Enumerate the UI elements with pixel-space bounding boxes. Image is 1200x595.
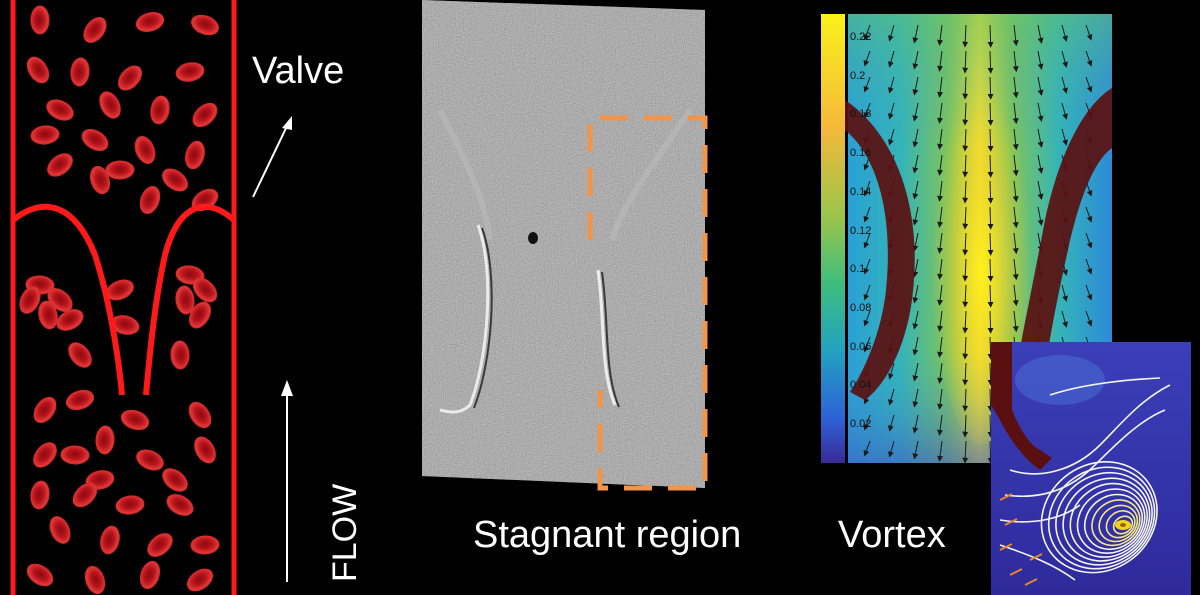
red-blood-cell	[95, 425, 115, 455]
red-blood-cell	[192, 102, 218, 128]
red-blood-cell	[19, 286, 41, 314]
valve-label: Valve	[252, 50, 345, 92]
red-blood-cell	[99, 91, 121, 119]
valve-arrow	[252, 116, 292, 198]
red-blood-cell	[117, 65, 143, 91]
red-blood-cell	[186, 568, 214, 592]
red-blood-cell	[139, 185, 161, 215]
red-blood-cell	[30, 480, 50, 510]
red-blood-cell	[60, 445, 90, 465]
leaflet-right-gray	[596, 269, 617, 406]
red-blood-cell	[192, 277, 218, 303]
red-blood-cell	[70, 57, 90, 87]
red-blood-cell	[65, 389, 95, 411]
red-blood-cell	[89, 165, 111, 195]
red-blood-cell	[30, 5, 50, 35]
valve-leaflet-left	[11, 203, 125, 396]
red-blood-cell	[105, 160, 135, 180]
red-blood-cell	[84, 565, 106, 595]
colorbar-tick: 0.12	[850, 224, 872, 237]
leaflet-left-gray	[439, 224, 490, 414]
arrows	[252, 116, 293, 582]
vessel-schematic	[10, 0, 237, 595]
red-blood-cell	[136, 449, 164, 471]
red-blood-cell	[139, 560, 161, 590]
colorbar-tick: 0.08	[850, 301, 872, 314]
flow-arrow	[281, 380, 293, 582]
red-blood-cell	[38, 300, 58, 330]
red-blood-cell	[191, 14, 219, 36]
red-blood-cell	[194, 436, 216, 464]
colorbar-tick: 0.04	[850, 379, 872, 392]
red-blood-cell	[26, 56, 50, 84]
colorbar-tick: 0.18	[850, 108, 872, 121]
red-blood-cell	[68, 342, 92, 368]
red-blood-cell	[147, 533, 173, 557]
red-blood-cell	[134, 136, 156, 164]
red-blood-cell	[30, 125, 60, 145]
leaflet-left-field	[845, 100, 915, 400]
red-blood-cell	[188, 401, 212, 429]
red-blood-cell	[56, 309, 84, 331]
red-blood-cell	[47, 153, 73, 177]
red-blood-cell	[135, 12, 165, 32]
red-blood-cell	[170, 340, 190, 370]
colorbar	[821, 14, 845, 463]
vortex-inset	[991, 342, 1191, 595]
red-blood-cell	[150, 95, 170, 125]
red-blood-cell	[162, 468, 188, 492]
red-blood-cell	[189, 301, 211, 329]
vortex-label: Vortex	[838, 514, 946, 556]
stagnant-region-label: Stagnant region	[473, 514, 742, 556]
colorbar-tick: 0.06	[850, 340, 872, 353]
stagnant-region-box	[587, 115, 708, 491]
red-blood-cell	[49, 516, 71, 544]
colorbar-tick: 0.14	[850, 185, 872, 198]
red-blood-cell	[161, 168, 189, 192]
particle	[528, 232, 538, 244]
red-blood-cell	[175, 62, 205, 82]
red-blood-cell	[83, 17, 107, 43]
red-blood-cell	[33, 396, 57, 424]
red-blood-cell	[100, 525, 120, 555]
red-blood-cell	[175, 285, 195, 315]
colorbar-tick: 0.16	[850, 147, 872, 160]
red-blood-cell	[26, 563, 54, 587]
colorbar-tick: 0.2	[850, 69, 866, 82]
valve-leaflet-right	[143, 203, 236, 396]
red-blood-cell	[46, 99, 74, 121]
colorbar-tick: 0.1	[850, 263, 866, 276]
red-blood-cell	[81, 128, 109, 152]
colorbar-tick: 0.22	[850, 31, 872, 43]
red-blood-cell	[120, 409, 150, 431]
colorbar-tick: 0.02	[850, 418, 872, 430]
red-blood-cell	[190, 535, 220, 555]
red-blood-cell	[72, 482, 98, 508]
red-blood-cell	[115, 495, 145, 515]
red-blood-cells	[19, 5, 220, 595]
red-blood-cell	[33, 442, 57, 468]
red-blood-cell	[166, 494, 194, 516]
red-blood-cell	[185, 140, 205, 170]
